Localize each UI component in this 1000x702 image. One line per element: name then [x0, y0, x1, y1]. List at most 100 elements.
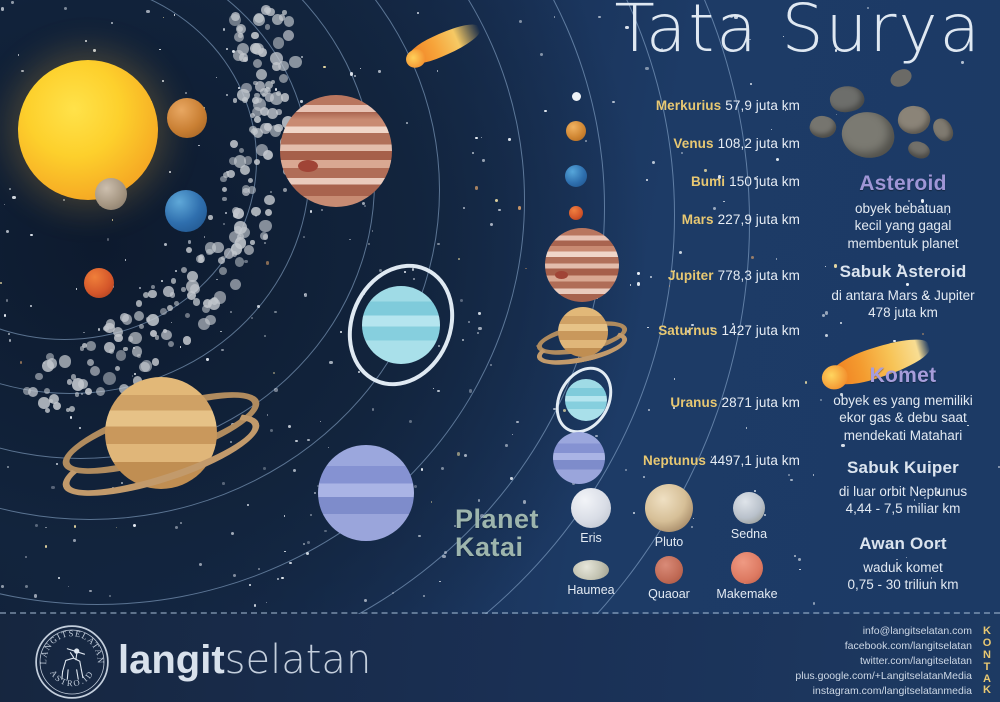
- planet-row-merkurius: Merkurius 57,9 juta km: [548, 98, 800, 113]
- uranus-body: [362, 286, 440, 364]
- planet-distance: 778,3 juta km: [717, 268, 800, 283]
- planet-distance: 57,9 juta km: [725, 98, 800, 113]
- oort-cloud-heading: Awan Oort: [859, 534, 947, 553]
- asteroid-belt-description: di antara Mars & Jupiter 478 juta km: [806, 287, 1000, 322]
- kuiper-belt-heading: Sabuk Kuiper: [847, 458, 959, 477]
- icon-neptune: [553, 432, 605, 484]
- logo-centaur-figure: [61, 648, 86, 680]
- contact-list: info@langitselatan.com facebook.com/lang…: [795, 624, 972, 699]
- comet-desc-line2: ekor gas & debu saat: [839, 410, 967, 426]
- planet-row-bumi: Bumi 150 juta km: [548, 174, 800, 189]
- planet-mars: [84, 268, 114, 298]
- oort-desc-line2: 0,75 - 30 triliun km: [847, 577, 959, 593]
- planet-row-venus: Venus 108,2 juta km: [548, 136, 800, 151]
- planet-distance: 4497,1 juta km: [710, 453, 800, 468]
- planet-name: Jupiter: [667, 268, 714, 283]
- planet-row-mars: Mars 227,9 juta km: [548, 212, 800, 227]
- asteroid-belt-desc-line2: 478 juta km: [868, 305, 938, 321]
- icon-mars: [569, 206, 583, 220]
- dwarf-label: Eris: [580, 531, 602, 545]
- dwarf-planet-heading: Planet Katai: [455, 505, 565, 562]
- planet-name: Venus: [673, 136, 714, 151]
- brand-light: selatan: [224, 637, 372, 683]
- oort-desc-line1: waduk komet: [863, 560, 943, 575]
- planet-name: Merkurius: [655, 98, 722, 113]
- planet-name: Neptunus: [642, 453, 707, 468]
- planet-uranus: [328, 246, 474, 404]
- asteroid-rock: [827, 82, 867, 116]
- planet-row-neptunus: Neptunus 4497,1 juta km: [548, 453, 800, 468]
- asteroid-rock: [807, 112, 839, 142]
- planet-earth: [165, 190, 207, 232]
- planet-distance: 2871 juta km: [721, 395, 800, 410]
- icon-saturn: [534, 302, 630, 376]
- comet-heading: Komet: [869, 364, 937, 387]
- icon-jupiter: [545, 228, 619, 302]
- asteroid-rock: [839, 109, 897, 161]
- planet-jupiter: [280, 95, 392, 207]
- asteroid-desc-line2: kecil yang gagal: [854, 218, 952, 234]
- planet-row-uranus: Uranus 2871 juta km: [548, 395, 800, 410]
- dwarf-body: [645, 484, 693, 532]
- langitselatan-logo: LANGITSELATAN ASTRO.ID: [35, 625, 109, 699]
- planet-neptune: [318, 445, 414, 541]
- asteroid-cluster: [806, 65, 1000, 168]
- planet-name: Saturnus: [658, 323, 718, 338]
- dwarf-body: [573, 560, 609, 580]
- dwarf-body: [655, 556, 683, 584]
- planet-mercury: [95, 178, 127, 210]
- planet-row-jupiter: Jupiter 778,3 juta km: [548, 268, 800, 283]
- svg-text:ASTRO.ID: ASTRO.ID: [48, 668, 96, 688]
- icon-mercury: [572, 92, 581, 101]
- planet-distance: 1427 juta km: [721, 323, 800, 338]
- dwarf-label: Haumea: [567, 583, 615, 597]
- asteroid-belt-desc-line1: di antara Mars & Jupiter: [831, 288, 975, 303]
- asteroid-belt-heading: Sabuk Asteroid: [839, 262, 967, 281]
- dwarf-heading-line1: Planet: [455, 504, 540, 534]
- dwarf-planet-grid: Eris Pluto Sedna Haumea Quaoar Makemake: [560, 484, 800, 606]
- asteroid-rock: [895, 103, 933, 137]
- comet-desc-line3: mendekati Matahari: [843, 427, 963, 443]
- logo-top-text: LANGITSELATAN: [38, 628, 104, 664]
- kuiper-desc-line2: 4,44 - 7,5 miliar km: [845, 501, 961, 517]
- saturn-body: [105, 377, 217, 489]
- sun: [18, 60, 158, 200]
- svg-text:LANGITSELATAN: LANGITSELATAN: [38, 628, 106, 664]
- asteroid-rock: [905, 138, 933, 162]
- contact-email[interactable]: info@langitselatan.com: [862, 625, 972, 637]
- asteroid-desc-line3: membentuk planet: [847, 235, 959, 251]
- dwarf-body: [733, 492, 765, 524]
- asteroid-heading: Asteroid: [859, 172, 947, 195]
- info-column: Asteroid obyek bebatuan kecil yang gagal…: [806, 0, 1000, 602]
- planet-saturn: [54, 368, 268, 513]
- contact-twitter[interactable]: twitter.com/langitselatan: [859, 654, 972, 667]
- dwarf-item-haumea: Haumea: [560, 560, 622, 597]
- icon-earth: [565, 165, 587, 187]
- footer: LANGITSELATAN ASTRO.ID langitselatan inf…: [0, 614, 1000, 702]
- planet-venus: [167, 98, 207, 138]
- dwarf-item-sedna: Sedna: [718, 492, 780, 541]
- page-title: Tata Surya: [614, 0, 982, 67]
- contact-facebook[interactable]: facebook.com/langitselatan: [844, 639, 972, 652]
- asteroid-description: obyek bebatuan kecil yang gagal membentu…: [806, 200, 1000, 252]
- planet-name: Bumi: [690, 174, 726, 189]
- contact-instagram[interactable]: instagram.com/langitselatanmedia: [812, 684, 972, 697]
- dwarf-item-pluto: Pluto: [638, 484, 700, 549]
- asteroid-rock: [930, 115, 956, 145]
- asteroid-rock: [887, 65, 915, 91]
- planet-distance: 108,2 juta km: [717, 136, 800, 151]
- contact-googleplus[interactable]: plus.google.com/+LangitselatanMedia: [795, 669, 972, 682]
- icon-venus: [566, 121, 586, 141]
- planet-distance: 150 juta km: [729, 174, 800, 189]
- dwarf-label: Pluto: [654, 535, 684, 549]
- icon-uranus: [544, 356, 624, 444]
- planet-name: Uranus: [670, 395, 718, 410]
- planet-distance: 227,9 juta km: [717, 212, 800, 227]
- logo-bottom-text: ASTRO.ID: [48, 668, 94, 688]
- dwarf-body: [571, 488, 611, 528]
- dwarf-item-eris: Eris: [560, 488, 622, 545]
- brand-wordmark: langitselatan: [118, 640, 371, 680]
- dwarf-heading-line2: Katai: [455, 532, 524, 563]
